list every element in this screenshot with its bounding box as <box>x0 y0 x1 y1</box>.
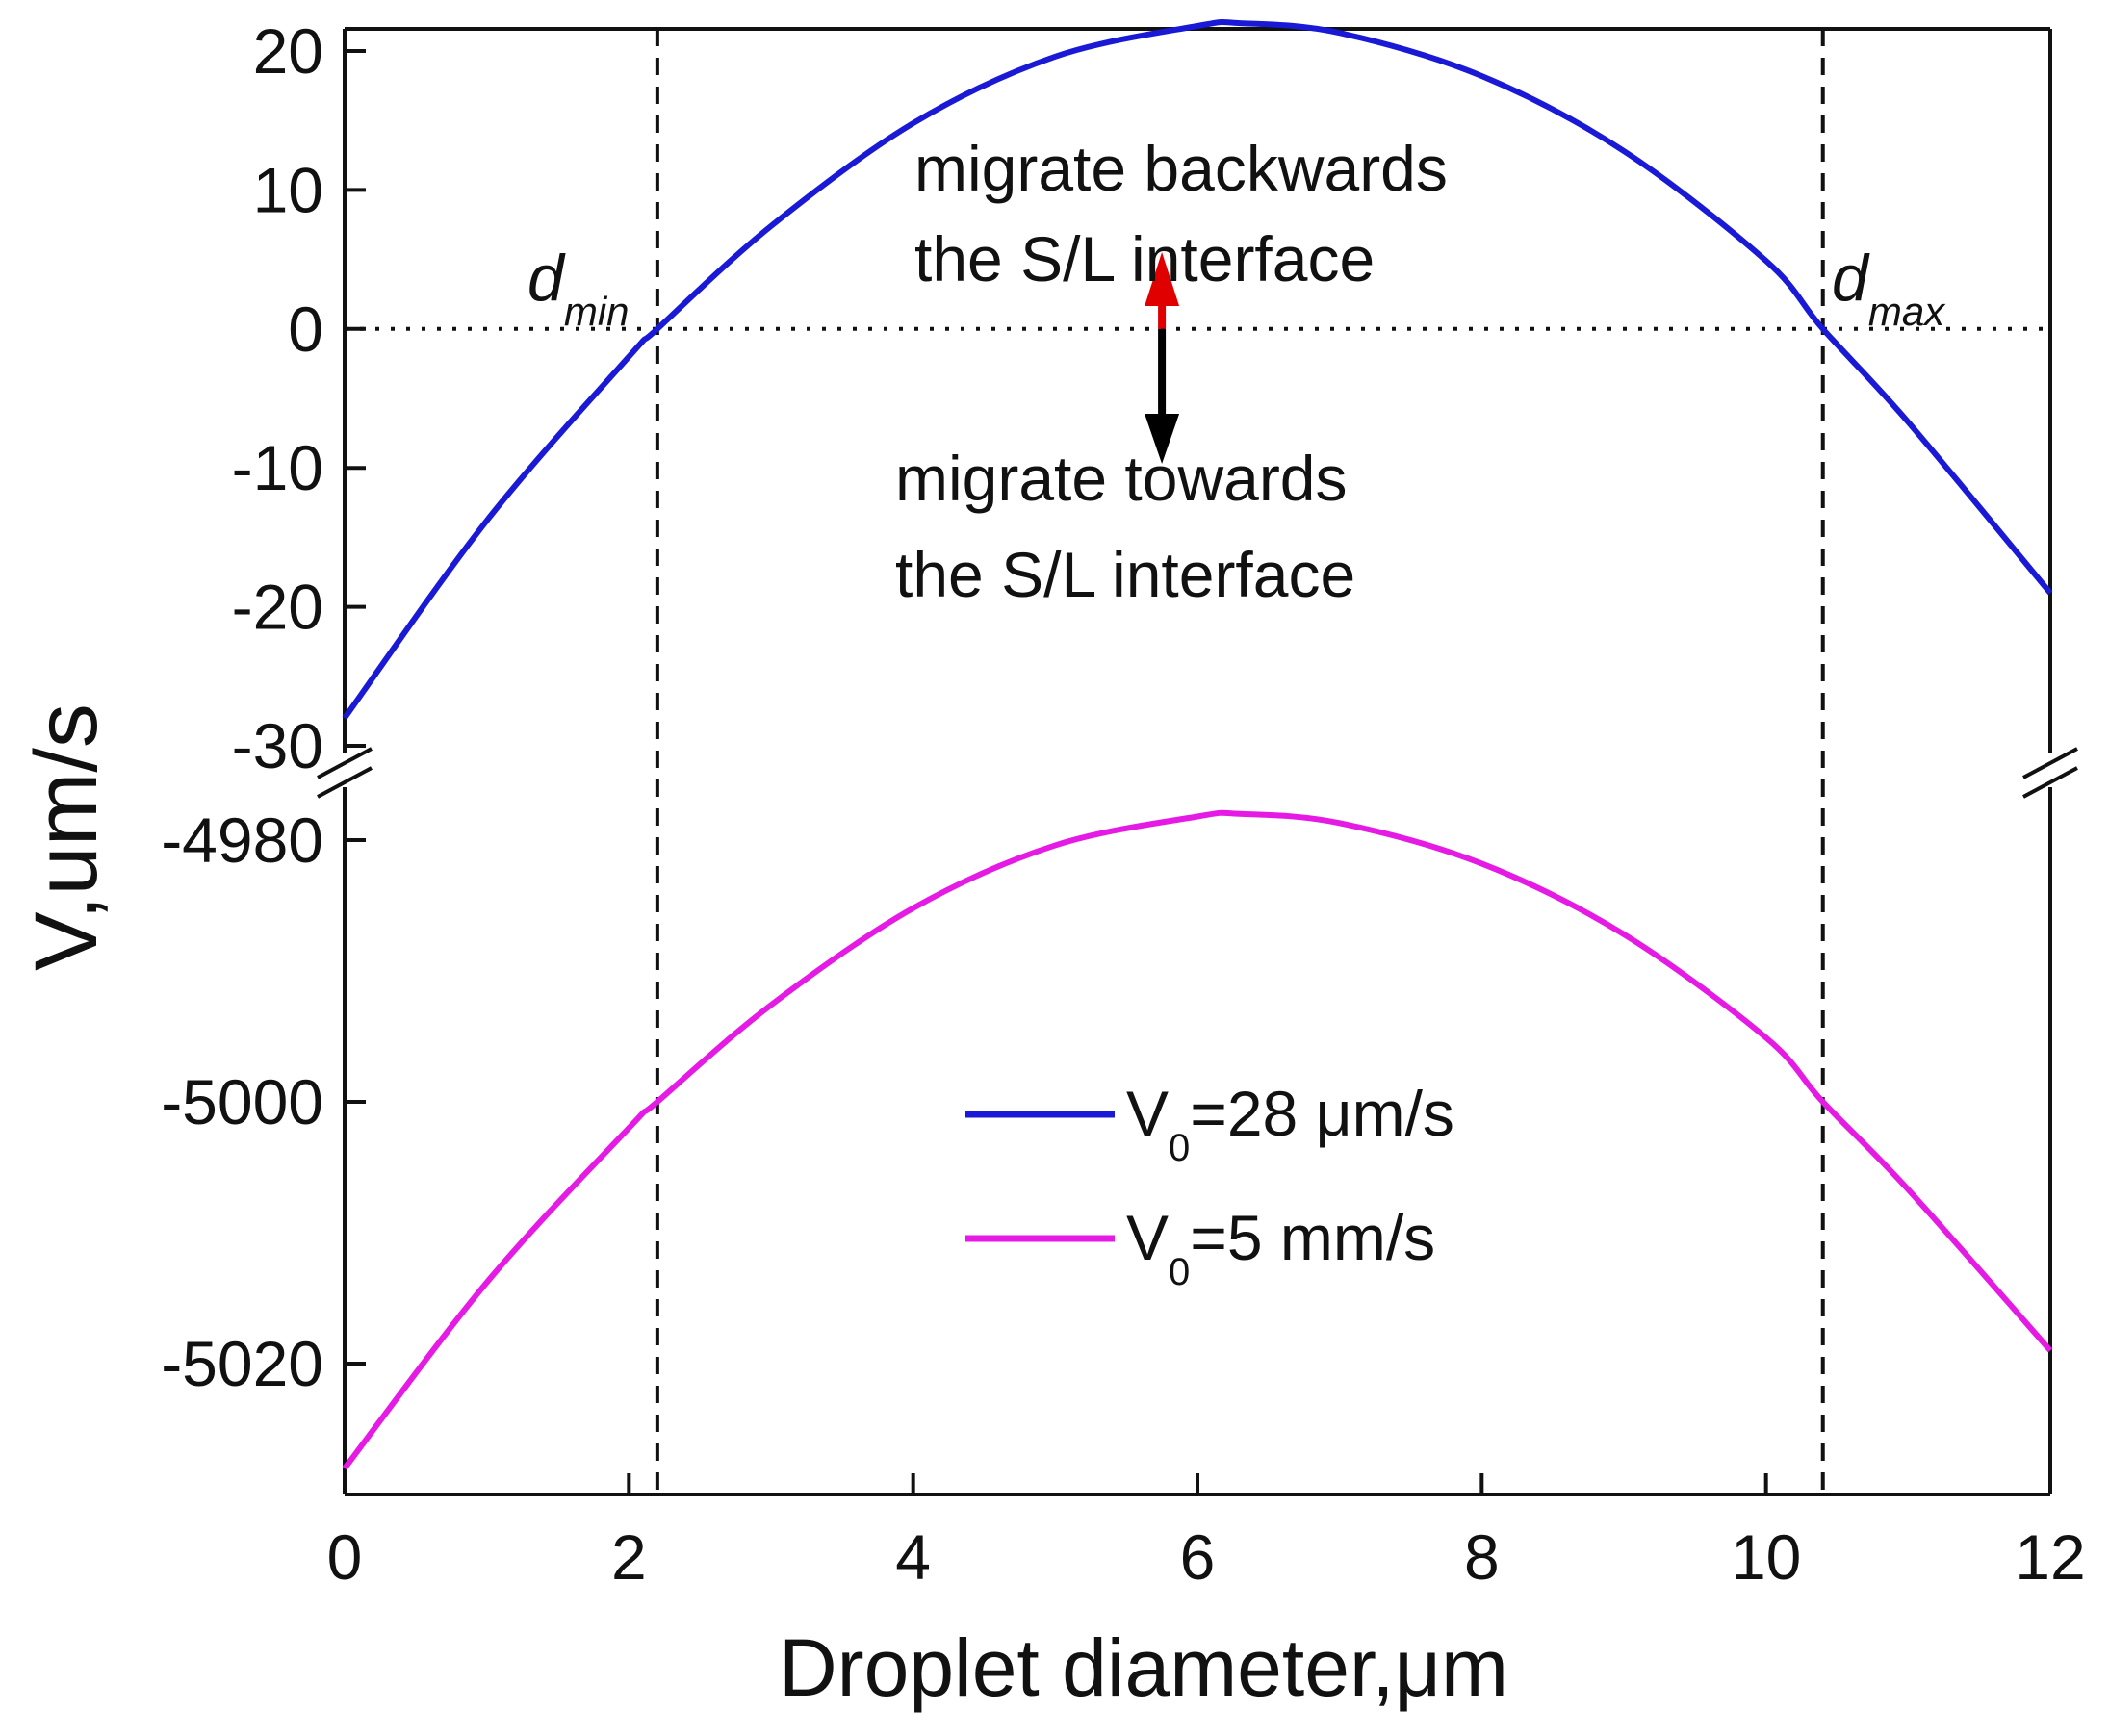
legend-label-v0-5-sub: 0 <box>1169 1251 1190 1293</box>
x-tick-label-2: 4 <box>895 1521 931 1593</box>
series-layer <box>342 18 2053 1470</box>
x-axis-title: Droplet diameter,μm <box>779 1622 1508 1713</box>
x-tick-label-0: 0 <box>327 1521 363 1593</box>
annotation-backwards-line1: migrate backwards <box>914 133 1448 204</box>
legend: V0=28 μm/s V0=5 mm/s <box>965 1078 1454 1293</box>
x-tick-label-4: 8 <box>1464 1521 1500 1593</box>
legend-label-v0-5-rest: =5 mm/s <box>1190 1202 1435 1273</box>
y-lower-tick-label-1: -5000 <box>161 1066 323 1137</box>
series-line-1 <box>342 809 2053 1470</box>
axis-break-left-a <box>317 747 373 779</box>
y-upper-tick-label-3: -10 <box>232 432 323 503</box>
dmin-label-sub: min <box>564 289 630 334</box>
arrow-down-head <box>1145 414 1180 464</box>
legend-label-v0-5-main: V <box>1126 1202 1169 1273</box>
legend-label-v0-28: V0=28 μm/s <box>1126 1078 1454 1169</box>
annotation-backwards-line2: the S/L interface <box>914 223 1375 294</box>
annotation-towards-line2: the S/L interface <box>895 539 1355 610</box>
y-lower-tick-label-0: -4980 <box>161 804 323 876</box>
x-tick-label-3: 6 <box>1180 1521 1216 1593</box>
y-upper-tick-label-2: 0 <box>288 294 323 365</box>
legend-label-v0-28-rest: =28 μm/s <box>1190 1078 1454 1149</box>
series-line-0 <box>342 18 2053 720</box>
legend-label-v0-28-sub: 0 <box>1169 1127 1190 1169</box>
x-tick-label-6: 12 <box>2015 1521 2085 1593</box>
x-tick-label-1: 2 <box>611 1521 647 1593</box>
annotation-arrows <box>1145 252 1180 464</box>
reference-lines <box>345 29 2050 1494</box>
legend-label-v0-5: V0=5 mm/s <box>1126 1202 1435 1293</box>
dmax-label: dmax <box>1832 242 1946 334</box>
tick-labels: 0 2 4 6 8 10 12 20 10 0 -10 -20 -30 -4980 -5000 -5020 <box>161 15 2086 1593</box>
axis-break-right-b <box>2022 766 2078 799</box>
dmin-label: dmin <box>527 242 630 334</box>
dmin-label-main: d <box>527 242 566 315</box>
dmax-label-main: d <box>1832 242 1870 315</box>
annotation-towards-line1: migrate towards <box>895 443 1348 514</box>
tick-marks <box>343 49 2052 1494</box>
x-tick-label-5: 10 <box>1731 1521 1801 1593</box>
dmax-label-sub: max <box>1868 289 1946 334</box>
y-upper-tick-label-4: -20 <box>232 572 323 643</box>
y-upper-tick-label-1: 10 <box>253 154 323 225</box>
axis-break-right-a <box>2022 747 2078 779</box>
arrow-up-head <box>1145 252 1180 306</box>
legend-label-v0-28-main: V <box>1126 1078 1169 1149</box>
y-upper-tick-label-5: -30 <box>232 710 323 781</box>
axis-break-left-b <box>317 766 373 799</box>
y-upper-tick-label-0: 20 <box>253 15 323 87</box>
y-axis-title: V,um/s <box>17 703 116 971</box>
y-lower-tick-label-2: -5020 <box>161 1328 323 1399</box>
